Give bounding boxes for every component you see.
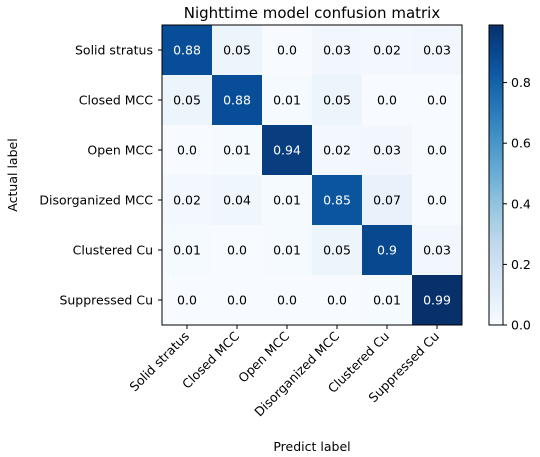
heatmap-cell xyxy=(362,75,413,126)
heatmap-cell xyxy=(412,175,463,226)
cell-value-label: 0.88 xyxy=(173,43,201,58)
heatmap-cell xyxy=(162,75,213,126)
cell-value-label: 0.0 xyxy=(277,43,297,58)
y-tick-label: Closed MCC xyxy=(79,93,153,108)
heatmap-cell xyxy=(412,275,463,326)
heatmap-cell xyxy=(412,225,463,276)
y-tick-label: Solid stratus xyxy=(75,43,153,58)
cell-value-label: 0.05 xyxy=(223,43,251,58)
cell-value-label: 0.03 xyxy=(373,143,401,158)
cell-value-label: 0.0 xyxy=(427,93,447,108)
heatmap-cell xyxy=(212,125,263,176)
cell-value-label: 0.94 xyxy=(273,143,301,158)
colorbar-tick-label: 0.8 xyxy=(511,75,531,90)
heatmap-cell xyxy=(212,275,263,326)
heatmap-cell xyxy=(162,225,213,276)
heatmap-cell xyxy=(412,75,463,126)
heatmap-cell xyxy=(312,75,363,126)
heatmap-cell xyxy=(312,175,363,226)
heatmap-cell xyxy=(262,175,313,226)
cell-value-label: 0.02 xyxy=(173,193,201,208)
cell-value-label: 0.05 xyxy=(173,93,201,108)
plot-frame xyxy=(161,24,463,326)
heatmap-cell xyxy=(312,125,363,176)
heatmap-cell xyxy=(262,275,313,326)
cell-value-label: 0.03 xyxy=(423,43,451,58)
colorbar-tick-label: 0.6 xyxy=(511,136,531,151)
cell-value-label: 0.0 xyxy=(227,243,247,258)
heatmap-cell xyxy=(362,225,413,276)
heatmap-cell xyxy=(212,225,263,276)
cell-value-label: 0.0 xyxy=(327,293,347,308)
cell-value-label: 0.05 xyxy=(323,243,351,258)
heatmap-cell xyxy=(312,275,363,326)
y-tick-label: Disorganized MCC xyxy=(39,193,153,208)
heatmap-cell xyxy=(312,25,363,76)
colorbar-tick-label: 0.4 xyxy=(511,196,531,211)
y-axis-ticks: Solid stratus Closed MCC Open MCC Disorgani… xyxy=(39,43,162,308)
heatmap-cell xyxy=(212,75,263,126)
heatmap-cell xyxy=(262,225,313,276)
cell-value-label: 0.01 xyxy=(273,193,301,208)
heatmap-cell xyxy=(362,125,413,176)
heatmap-cells: 0.88 0.05 0.0 0.03 0.02 0.03 0.05 0.88 0.01 0.05 0… xyxy=(162,25,463,326)
cell-value-label: 0.05 xyxy=(323,93,351,108)
y-tick-label: Suppressed Cu xyxy=(59,293,153,308)
heatmap-cell xyxy=(262,125,313,176)
cell-value-label: 0.07 xyxy=(373,193,401,208)
cell-value-label: 0.0 xyxy=(177,143,197,158)
colorbar-gradient xyxy=(488,24,504,326)
cell-value-label: 0.02 xyxy=(323,143,351,158)
heatmap-cell xyxy=(212,175,263,226)
heatmap-cell xyxy=(412,25,463,76)
cell-value-label: 0.01 xyxy=(173,243,201,258)
heatmap-cell xyxy=(162,275,213,326)
heatmap-cell xyxy=(162,125,213,176)
cell-value-label: 0.01 xyxy=(223,143,251,158)
cell-value-label: 0.9 xyxy=(377,243,397,258)
cell-value-label: 0.04 xyxy=(223,193,251,208)
heatmap-cell xyxy=(262,25,313,76)
colorbar-tick-label: 0.0 xyxy=(511,318,531,333)
colorbar-tick-label: 0.2 xyxy=(511,257,531,272)
y-tick-label: Clustered Cu xyxy=(73,243,153,258)
cell-value-label: 0.0 xyxy=(227,293,247,308)
heatmap-cell xyxy=(362,275,413,326)
cell-value-label: 0.0 xyxy=(177,293,197,308)
colorbar: 0.0 0.2 0.4 0.6 0.8 xyxy=(488,24,531,333)
heatmap-cell xyxy=(362,175,413,226)
cell-value-label: 0.03 xyxy=(323,43,351,58)
cell-value-label: 0.99 xyxy=(423,293,451,308)
heatmap-cell xyxy=(412,125,463,176)
cell-value-label: 0.02 xyxy=(373,43,401,58)
y-tick-label: Open MCC xyxy=(87,143,153,158)
cell-value-label: 0.0 xyxy=(427,143,447,158)
cell-value-label: 0.03 xyxy=(423,243,451,258)
cell-value-label: 0.0 xyxy=(427,193,447,208)
heatmap-cell xyxy=(262,75,313,126)
heatmap-cell xyxy=(162,175,213,226)
cell-value-label: 0.0 xyxy=(277,293,297,308)
heatmap-cell xyxy=(312,225,363,276)
cell-value-label: 0.0 xyxy=(377,93,397,108)
heatmap-cell xyxy=(212,25,263,76)
y-axis-label: Actual label xyxy=(5,138,20,211)
cell-value-label: 0.85 xyxy=(323,193,351,208)
cell-value-label: 0.01 xyxy=(273,93,301,108)
x-tick-label: Disorganized MCC xyxy=(251,328,342,419)
heatmap-cell xyxy=(362,25,413,76)
heatmap-cell xyxy=(162,25,213,76)
cell-value-label: 0.01 xyxy=(373,293,401,308)
x-axis-label: Predict label xyxy=(273,439,350,454)
chart-title: Nighttime model confusion matrix xyxy=(184,4,441,22)
cell-value-label: 0.88 xyxy=(223,93,251,108)
cell-value-label: 0.01 xyxy=(273,243,301,258)
